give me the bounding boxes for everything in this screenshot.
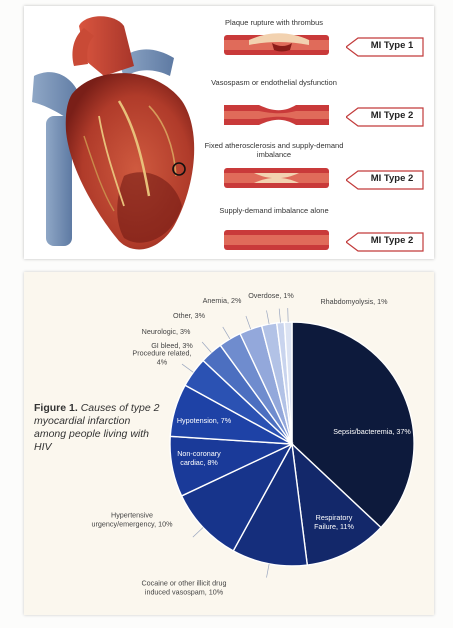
pie-chart-panel: Figure 1. Causes of type 2 myocardial in…	[24, 272, 434, 615]
artery-vasospasm-icon	[224, 105, 329, 125]
pie-slice-label: Cocaine or other illicit drug induced vas…	[141, 579, 226, 597]
pie-slice-label: Neurologic, 3%	[142, 327, 191, 336]
pie-slice	[232, 441, 309, 567]
artery-caption: Supply-demand imbalance alone	[219, 206, 329, 215]
pie-slice-label: Procedure related, 4%	[132, 349, 191, 367]
pie-slice-label: Hypertensive urgency/emergency, 10%	[92, 511, 174, 529]
pie-leader-line	[181, 363, 194, 373]
mi-type-tag: MI Type 2	[346, 107, 424, 127]
artery-atherosclerosis-icon	[224, 168, 329, 188]
pie-leader-line	[245, 315, 252, 330]
mi-type-tag: MI Type 2	[346, 232, 424, 252]
pie-slice	[291, 321, 415, 529]
artery-caption: Plaque rupture with thrombus	[225, 18, 323, 27]
pie-slice	[291, 442, 382, 566]
pie-slice-label: Overdose, 1%	[248, 291, 294, 300]
artery-caption: Fixed atherosclerosis and supply-demand …	[204, 141, 344, 159]
pie-slice-label: Hypotension, 7%	[177, 416, 232, 425]
pie-leader-line	[222, 326, 231, 340]
pie-leader-line	[278, 308, 281, 323]
pie-slice-label: Other, 3%	[173, 311, 206, 320]
figure-caption: Figure 1. Causes of type 2 myocardial in…	[34, 402, 164, 454]
artery-caption: Vasospasm or endothelial dysfunction	[211, 78, 337, 87]
pie-leader-line	[201, 341, 212, 353]
pie-slice-label: Non-coronary cardiac, 8%	[177, 449, 221, 467]
pie-leader-line	[192, 527, 204, 538]
pie-leader-line	[266, 310, 270, 325]
artery-normal-icon	[224, 230, 329, 250]
artery-rupture-icon	[224, 33, 329, 55]
figure-caption-text: Causes of type 2 myocardial infarction a…	[34, 402, 160, 453]
mi-type-tag: MI Type 2	[346, 170, 424, 190]
mi-type-tag: MI Type 1	[346, 37, 424, 57]
pie-slice-label: Sepsis/bacteremia, 37%	[333, 427, 411, 436]
heart-illustration	[32, 16, 195, 250]
pie-slice-label: Rhabdomyolysis, 1%	[320, 297, 388, 306]
mi-types-illustration: Plaque rupture with thrombus MI Type 1 V…	[24, 6, 434, 259]
pie-chart: Sepsis/bacteremia, 37% Respiratory Failure…	[92, 291, 415, 597]
lesion-marker	[172, 162, 186, 176]
pie-slice-label: GI bleed, 3%	[151, 341, 193, 350]
pie-slice	[180, 442, 294, 552]
pie-slice-label: Respiratory Failure, 11%	[314, 513, 354, 531]
pie-slice-label: Anemia, 2%	[203, 296, 242, 305]
pie-leader-line	[266, 563, 270, 578]
figure-label: Figure 1.	[34, 402, 78, 414]
